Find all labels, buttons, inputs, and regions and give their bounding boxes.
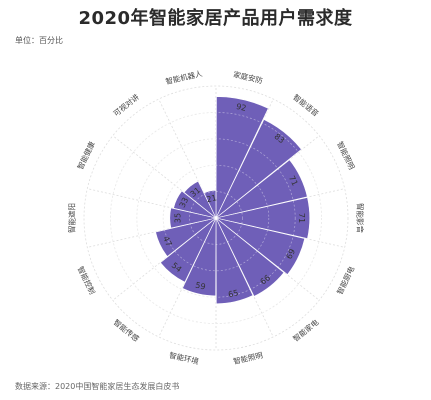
bar-grid-ring xyxy=(162,164,270,272)
bar-5 xyxy=(215,217,306,275)
bar-8 xyxy=(182,217,217,297)
value-label-5: 69 xyxy=(285,248,298,261)
category-label-2: 智能语音 xyxy=(291,92,321,119)
bar-layer xyxy=(110,96,322,324)
category-label-6: 智能家电 xyxy=(291,317,321,344)
value-label-14: 21 xyxy=(206,193,218,204)
category-label-12: 智能健康 xyxy=(75,139,97,171)
category-label-8: 智能环境 xyxy=(168,350,200,367)
value-label-12: 33 xyxy=(178,196,191,209)
category-label-9: 智能传感 xyxy=(112,317,142,344)
value-label-8: 59 xyxy=(194,281,206,292)
category-label-3: 智能照明 xyxy=(335,140,357,171)
category-label-1: 家庭安防 xyxy=(232,69,264,86)
bar-7 xyxy=(215,217,254,305)
value-label-3: 71 xyxy=(287,174,300,187)
category-label-13: 可视对讲 xyxy=(111,91,141,118)
value-label-10: 47 xyxy=(161,235,174,248)
bar-6 xyxy=(215,217,285,297)
bar-9 xyxy=(160,217,217,283)
category-label-14: 智能机器人 xyxy=(164,68,203,86)
category-label-4: 智能影音 xyxy=(356,203,366,233)
value-label-1: 92 xyxy=(235,102,247,113)
bar-3 xyxy=(215,159,308,219)
bar-14 xyxy=(203,189,217,219)
bar-grid-ring xyxy=(136,138,296,298)
value-label-11: 35 xyxy=(173,213,182,223)
value-label-7: 65 xyxy=(227,288,239,299)
bar-grid-ring xyxy=(189,191,243,245)
bar-12 xyxy=(173,190,217,219)
data-source: 数据来源：2020中国智能家居生态发展白皮书 xyxy=(15,382,180,391)
unit-label: 单位：百分比 xyxy=(15,36,63,45)
category-label-7: 智能照明 xyxy=(232,350,263,366)
bar-11 xyxy=(169,207,217,229)
value-label-4: 71 xyxy=(297,213,306,223)
bar-4 xyxy=(215,197,311,239)
bar-13 xyxy=(183,180,217,219)
grid-ring xyxy=(83,85,349,351)
bar-2 xyxy=(215,119,302,219)
bar-10 xyxy=(155,217,217,257)
bar-grid-ring xyxy=(110,112,322,324)
bar-1 xyxy=(215,96,269,219)
category-label-11: 智能遮阳 xyxy=(67,203,77,233)
chart-title: 2020年智能家居产品用户需求度 xyxy=(78,8,353,29)
